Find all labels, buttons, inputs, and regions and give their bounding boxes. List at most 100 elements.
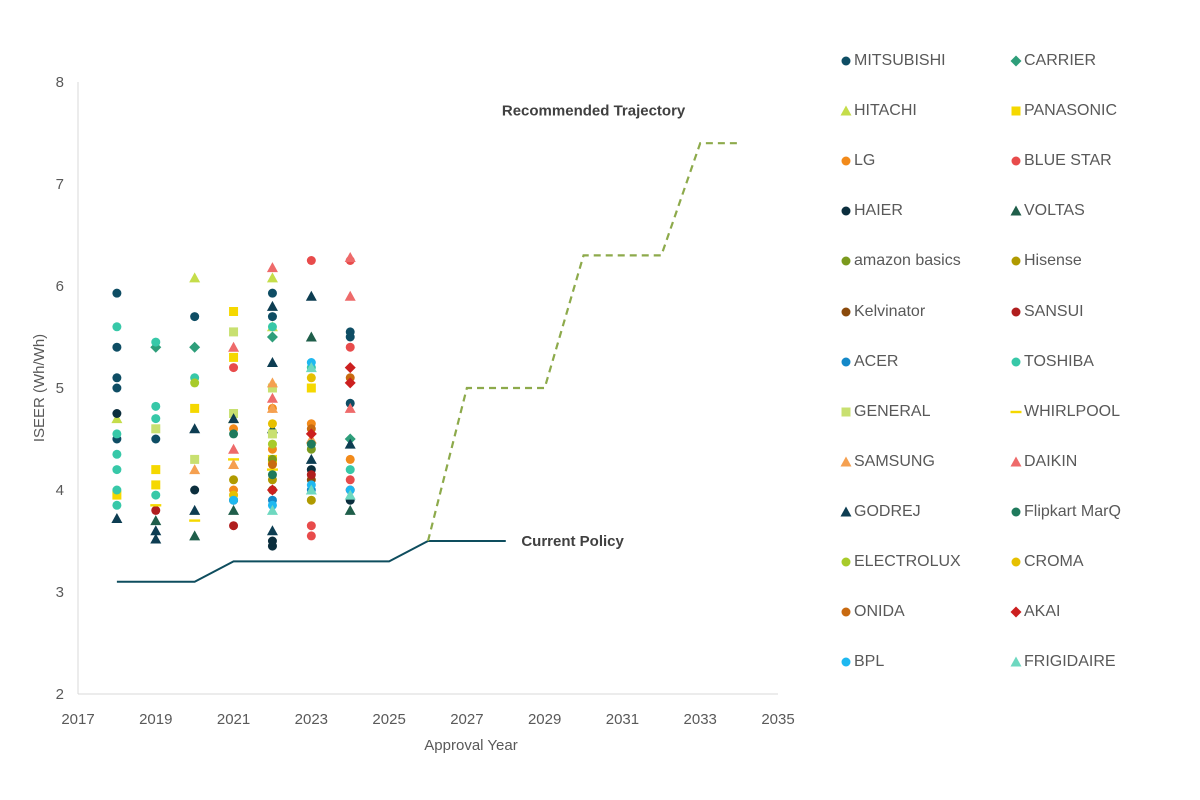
legend-marker-shape <box>1010 55 1022 67</box>
point-voltas <box>189 530 201 541</box>
legend-item-amazon-basics: amazon basics <box>838 250 1008 271</box>
point-frigidaire <box>305 484 317 495</box>
line-recommended-trajectory <box>426 142 740 542</box>
point-mitsubishi <box>151 434 161 444</box>
point-general <box>229 327 239 337</box>
legend-item-akai: AKAI <box>1008 601 1178 622</box>
point-general <box>151 424 161 434</box>
legend-item-hitachi: HITACHI <box>838 100 1008 121</box>
point-flipkart-marq <box>306 439 316 449</box>
x-tick-label: 2031 <box>606 711 639 728</box>
legend-item-toshiba: TOSHIBA <box>1008 351 1178 372</box>
chart-labels: Recommended Trajectory Current Policy <box>502 103 686 550</box>
point-daikin <box>344 290 356 301</box>
legend-marker-shape <box>841 307 851 316</box>
point-godrej <box>111 513 123 524</box>
point-flipkart-marq <box>229 429 239 439</box>
point-godrej <box>344 438 356 449</box>
point-bpl <box>229 495 239 505</box>
point-panasonic <box>190 403 200 413</box>
legend-item-voltas: VOLTAS <box>1008 200 1178 221</box>
legend-marker <box>841 307 851 316</box>
legend-item-kelvinator: Kelvinator <box>838 301 1008 322</box>
legend-marker <box>841 56 851 66</box>
trajectory-lines <box>116 142 740 583</box>
legend-item-lg: LG <box>838 150 1008 171</box>
legend-item-hisense: Hisense <box>1008 250 1178 271</box>
legend-label: CROMA <box>1024 553 1084 570</box>
point-daikin <box>266 262 278 273</box>
legend-label: Hisense <box>1024 252 1082 270</box>
point-general <box>267 383 277 393</box>
point-samsung <box>228 459 240 469</box>
legend-marker-shape <box>841 407 851 417</box>
point-whirlpool <box>150 504 162 507</box>
legend-label: FRIGIDAIRE <box>1024 653 1116 671</box>
point-onida <box>267 460 277 469</box>
point-akai <box>344 377 356 389</box>
point-daikin <box>228 443 240 454</box>
legend-item-daikin: DAIKIN <box>1008 451 1178 472</box>
annotation-recommended-trajectory: Recommended Trajectory <box>502 103 686 120</box>
point-toshiba <box>151 401 161 411</box>
point-toshiba <box>151 337 161 347</box>
legend-marker-shape <box>1011 507 1021 517</box>
x-tick-label: 2033 <box>684 711 717 728</box>
legend-item-acer: ACER <box>838 351 1008 372</box>
point-mitsubishi <box>267 312 277 322</box>
point-samsung <box>189 464 201 475</box>
legend-item-frigidaire: FRIGIDAIRE <box>1008 651 1178 672</box>
point-hitachi <box>266 272 278 283</box>
legend-label: AKAI <box>1024 603 1061 621</box>
point-daikin <box>344 402 356 413</box>
legend-marker <box>840 506 852 517</box>
chart: 2 3 4 5 6 7 8 2017 2019 2021 2023 2025 2027 2029 2031 2… <box>31 74 795 754</box>
legend-marker <box>841 357 851 367</box>
legend-marker <box>841 156 851 166</box>
legend-label: SANSUI <box>1024 302 1084 320</box>
legend-marker-shape <box>1011 557 1021 567</box>
point-hisense <box>306 495 316 505</box>
legend-marker <box>841 557 851 567</box>
point-toshiba <box>345 465 355 475</box>
point-frigidaire <box>266 504 278 515</box>
legend-marker-shape <box>840 105 852 116</box>
point-godrej <box>266 525 278 536</box>
legend-label: ELECTROLUX <box>854 553 961 570</box>
point-akai <box>305 428 317 440</box>
legend-marker-shape <box>1010 410 1022 413</box>
x-tick-label: 2019 <box>139 711 172 728</box>
point-mitsubishi <box>267 288 277 298</box>
point-blue-star <box>345 475 355 485</box>
legend-marker-shape <box>1010 656 1022 667</box>
y-tick-label: 6 <box>56 278 64 295</box>
point-godrej <box>228 413 240 424</box>
y-tick-label: 5 <box>56 380 64 397</box>
legend-item-bpl: BPL <box>838 651 1008 672</box>
point-sansui <box>151 505 161 515</box>
legend-item-general: GENERAL <box>838 401 1008 422</box>
legend-item-samsung: SAMSUNG <box>838 451 1008 472</box>
point-panasonic <box>112 490 122 500</box>
legend-marker-shape <box>840 506 852 517</box>
legend-label: HAIER <box>854 202 903 220</box>
point-electrolux <box>190 378 200 388</box>
legend-marker <box>1010 410 1022 413</box>
legend-label: LG <box>854 152 876 170</box>
legend-marker-shape <box>1011 307 1021 316</box>
x-tick-label: 2025 <box>372 711 405 728</box>
legend-label: HITACHI <box>854 102 917 120</box>
point-whirlpool <box>266 468 278 471</box>
point-haier <box>190 485 200 495</box>
legend-marker <box>1010 205 1022 216</box>
point-lg <box>345 454 355 464</box>
line-current-policy <box>116 540 506 583</box>
legend-marker-shape <box>841 557 851 567</box>
point-godrej <box>189 423 201 434</box>
x-tick-label: 2027 <box>450 711 483 728</box>
legend-item-carrier: CARRIER <box>1008 50 1178 71</box>
legend-marker <box>1011 106 1021 116</box>
legend-label: DAIKIN <box>1024 452 1078 470</box>
point-flipkart-marq <box>267 470 277 480</box>
point-godrej <box>305 290 317 301</box>
